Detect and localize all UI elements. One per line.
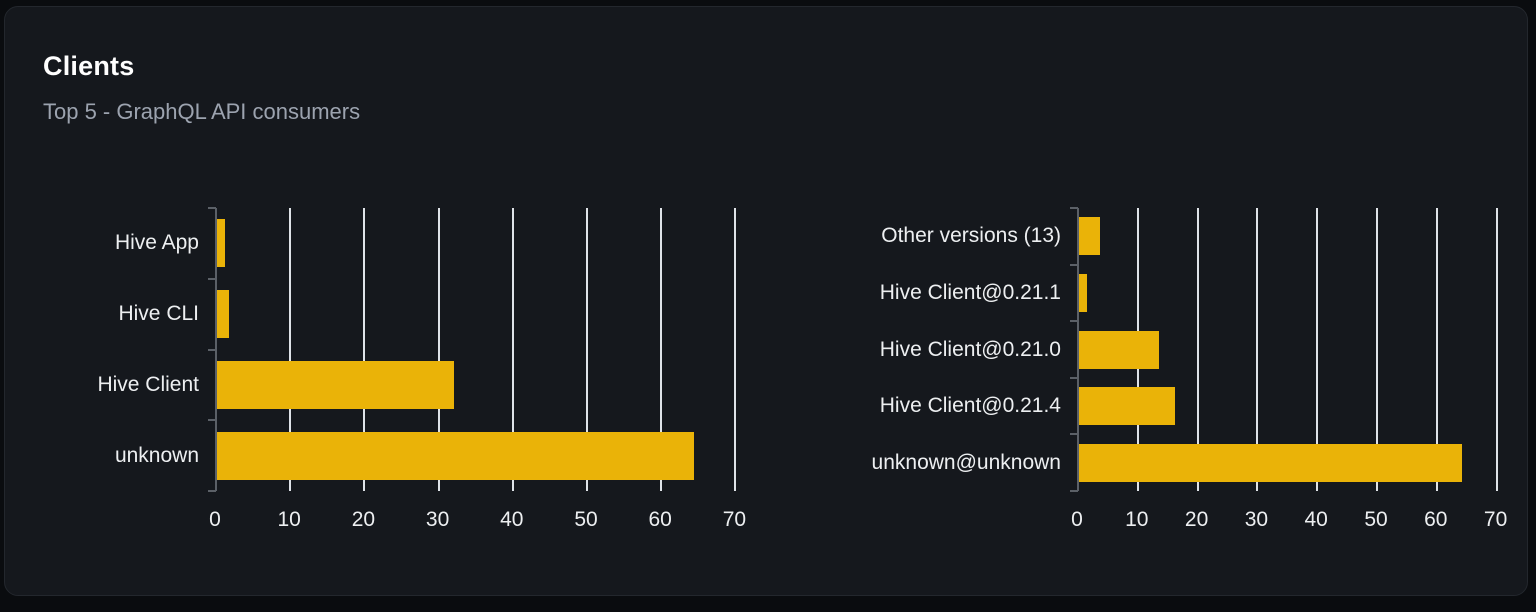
gridline (586, 208, 588, 491)
gridline (363, 208, 366, 491)
y-axis-tick (1070, 376, 1078, 379)
bar-other-versions-13[interactable] (1079, 217, 1101, 256)
y-axis-tick (208, 207, 216, 209)
category-label: Hive Client@0.21.0 (879, 337, 1061, 361)
x-tick-label: 70 (722, 508, 747, 531)
x-tick-label: 50 (1364, 508, 1388, 531)
clients-card: Clients Top 5 - GraphQL API consumers Hi… (4, 6, 1528, 596)
category-label: Hive CLI (118, 302, 199, 326)
y-axis-tick (208, 277, 216, 280)
gridline (1196, 208, 1199, 491)
category-label: unknown@unknown (871, 450, 1061, 474)
card-subtitle: Top 5 - GraphQL API consumers (43, 99, 361, 124)
category-label: Hive Client (97, 372, 199, 396)
y-axis-tick (1070, 320, 1078, 323)
gridline (1316, 208, 1319, 491)
x-tick-label: 60 (1424, 508, 1448, 531)
gridline (734, 208, 737, 491)
gridline (437, 208, 440, 491)
y-axis-tick (1070, 433, 1078, 436)
card-title: Clients (43, 51, 135, 81)
y-axis-line (215, 208, 217, 491)
x-tick-label: 40 (500, 508, 524, 531)
y-axis-tick (1070, 490, 1078, 492)
x-tick-label: 30 (425, 508, 450, 531)
x-tick-label: 60 (648, 508, 672, 531)
bar-hive-cli[interactable] (217, 290, 230, 339)
category-label: Hive App (114, 231, 199, 255)
x-tick-label: 0 (1071, 508, 1083, 531)
gridline (1256, 208, 1259, 491)
gridline (289, 208, 292, 491)
bar-hive-client-0-21-1[interactable] (1079, 273, 1088, 312)
gridline (660, 208, 663, 491)
category-label: Other versions (13) (881, 224, 1061, 248)
x-tick-label: 10 (277, 508, 301, 531)
bar-hive-client-0-21-0[interactable] (1079, 330, 1159, 369)
gridline (1376, 208, 1378, 491)
bar-hive-client[interactable] (217, 360, 454, 409)
x-tick-label: 20 (351, 508, 376, 531)
category-label: Hive Client@0.21.4 (879, 394, 1061, 418)
gridline (511, 208, 514, 491)
y-axis-tick (208, 490, 216, 492)
category-label: Hive Client@0.21.1 (879, 280, 1061, 304)
y-axis-tick (1070, 263, 1078, 266)
x-tick-label: 50 (574, 508, 598, 531)
gridline (1495, 208, 1498, 491)
bar-unknown[interactable] (217, 431, 695, 480)
y-axis-tick (208, 419, 216, 422)
x-tick-label: 0 (209, 508, 221, 531)
x-tick-label: 70 (1483, 508, 1508, 531)
x-tick-label: 30 (1244, 508, 1269, 531)
x-tick-label: 40 (1304, 508, 1328, 531)
category-label: unknown (114, 443, 199, 467)
y-axis-tick (1070, 207, 1078, 209)
bar-chart-clients-by-name: Hive App Hive CLI Hive Client unknown 0 10 20 3… (5, 7, 1527, 595)
y-axis-tick (208, 348, 216, 351)
bar-hive-client-0-21-4[interactable] (1079, 387, 1176, 426)
bar-hive-app[interactable] (217, 219, 225, 268)
y-axis-line (1077, 208, 1079, 491)
x-tick-label: 10 (1125, 508, 1149, 531)
bar-chart-clients-by-version: Other versions (13) Hive Client@0.21.1 Hiv… (5, 7, 1527, 595)
bar-unknown-unknown[interactable] (1079, 443, 1463, 482)
x-tick-label: 20 (1184, 508, 1209, 531)
gridline (1435, 208, 1438, 491)
